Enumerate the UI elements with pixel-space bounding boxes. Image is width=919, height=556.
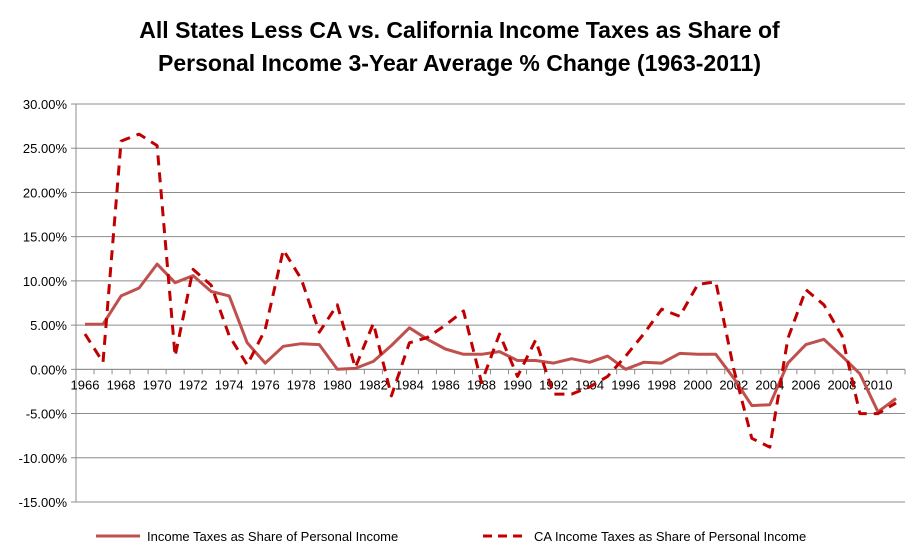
x-tick-label: 1966 (71, 377, 100, 392)
chart-title-line1: All States Less CA vs. California Income… (139, 17, 780, 43)
x-tick-label: 2008 (827, 377, 856, 392)
x-tick-label: 2000 (683, 377, 712, 392)
x-tick-label: 1974 (215, 377, 244, 392)
x-tick-label: 1990 (503, 377, 532, 392)
x-tick-label: 1986 (431, 377, 460, 392)
x-tick-label: 1970 (143, 377, 172, 392)
y-tick-label: 0.00% (30, 362, 67, 377)
y-tick-label: 20.00% (23, 185, 68, 200)
series-line-solid (85, 262, 897, 414)
x-tick-label: 1978 (287, 377, 316, 392)
y-tick-label: -10.00% (19, 451, 68, 466)
y-tick-label: 30.00% (23, 97, 68, 112)
y-tick-label: -5.00% (26, 407, 68, 422)
x-tick-label: 1992 (539, 377, 568, 392)
y-tick-label: 5.00% (30, 318, 67, 333)
x-tick-label: 1984 (395, 377, 424, 392)
x-tick-label: 2010 (864, 377, 893, 392)
x-tick-label: 2006 (791, 377, 820, 392)
x-tick-label: 1994 (575, 377, 604, 392)
x-tick-label: 1998 (647, 377, 676, 392)
chart-title-line2: Personal Income 3-Year Average % Change … (158, 50, 761, 76)
legend-label-solid: Income Taxes as Share of Personal Income (147, 529, 398, 544)
series-line-dashed (83, 132, 897, 449)
x-tick-label: 1996 (611, 377, 640, 392)
x-tick-label: 1982 (359, 377, 388, 392)
y-tick-label: 15.00% (23, 230, 68, 245)
x-tick-label: 1988 (467, 377, 496, 392)
chart-title: All States Less CA vs. California Income… (0, 14, 919, 80)
x-tick-label: 1972 (179, 377, 208, 392)
y-tick-label: 10.00% (23, 274, 68, 289)
y-tick-label: -15.00% (19, 495, 68, 510)
y-tick-label: 25.00% (23, 141, 68, 156)
legend: Income Taxes as Share of Personal Income… (96, 529, 806, 544)
x-tick-label: 1980 (323, 377, 352, 392)
x-tick-label: 1968 (107, 377, 136, 392)
x-tick-label: 1976 (251, 377, 280, 392)
legend-label-dashed: CA Income Taxes as Share of Personal Inc… (534, 529, 806, 544)
